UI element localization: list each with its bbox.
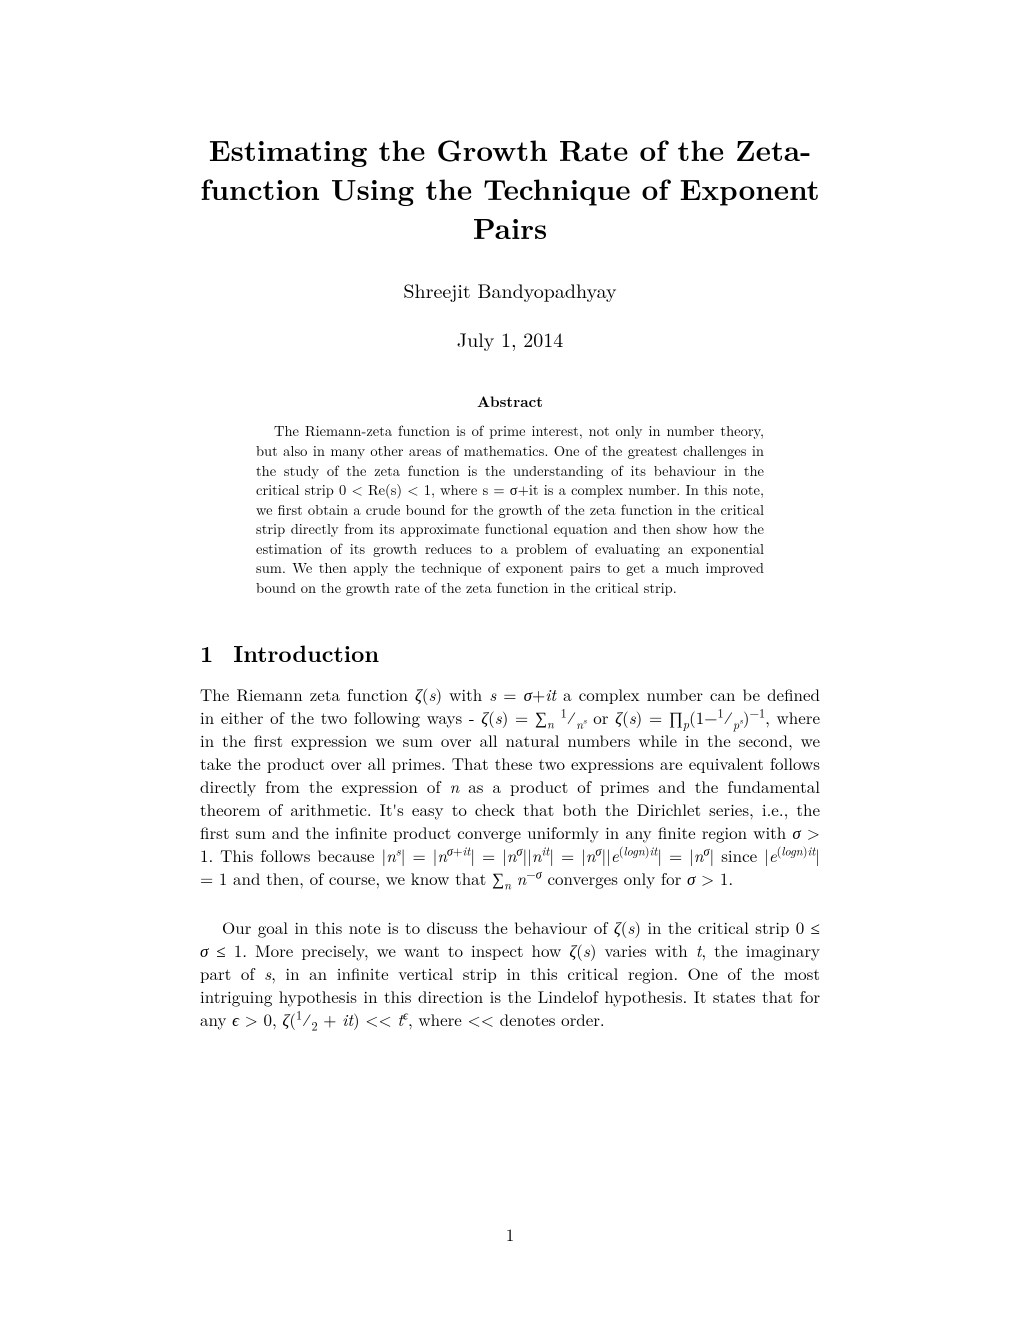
paragraph-gap (200, 890, 820, 916)
paper-title: Estimating the Growth Rate of the Zeta-f… (200, 130, 820, 247)
abstract-heading: Abstract (200, 391, 820, 412)
paper-date: July 1, 2014 (200, 324, 820, 353)
page-number: 1 (0, 1222, 1020, 1246)
intro-paragraph-1: The Riemann zeta function ζ(s) with s = … (200, 683, 820, 889)
intro-paragraph-2: Our goal in this note is to discuss the … (200, 916, 820, 1031)
paper-page: Estimating the Growth Rate of the Zeta-f… (0, 0, 1020, 1320)
section-heading: 1 Introduction (200, 636, 820, 669)
section-number: 1 (200, 636, 213, 669)
abstract-body: The Riemann-zeta function is of prime in… (256, 422, 764, 598)
section-title: Introduction (233, 636, 379, 669)
paper-author: Shreejit Bandyopadhyay (200, 275, 820, 304)
